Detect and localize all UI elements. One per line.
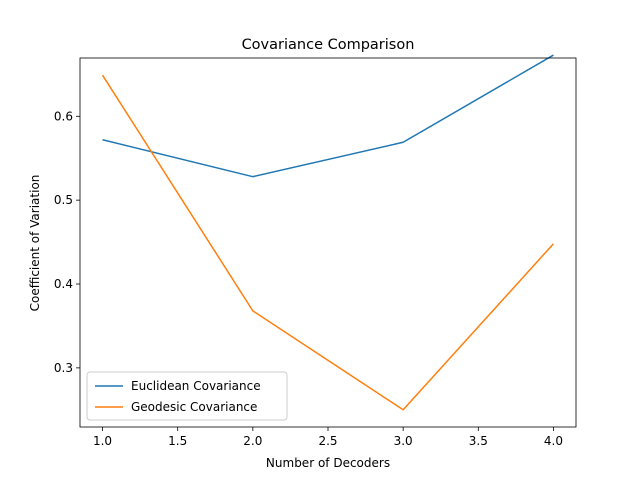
x-tick-label: 3.5 xyxy=(469,434,488,448)
y-tick-label: 0.5 xyxy=(54,193,73,207)
x-tick-label: 1.5 xyxy=(168,434,187,448)
legend-label-geodesic: Geodesic Covariance xyxy=(131,400,257,414)
legend-box xyxy=(86,371,288,421)
series-line-euclidean xyxy=(102,54,554,178)
chart-title: Covariance Comparison xyxy=(242,37,415,53)
x-tick-label: 2.0 xyxy=(243,434,262,448)
series-line-geodesic xyxy=(101,74,555,411)
legend-label-euclidean: Euclidean Covariance xyxy=(131,379,261,393)
y-tick-label: 0.3 xyxy=(54,361,73,375)
x-axis-label: Number of Decoders xyxy=(266,456,390,470)
x-axis-ticks: 1.0 1.5 2.0 2.5 3.0 3.5 4.0 xyxy=(93,427,563,448)
y-axis-ticks: 0.3 0.4 0.5 0.6 xyxy=(54,109,80,375)
x-tick-label: 4.0 xyxy=(544,434,563,448)
x-tick-label: 2.5 xyxy=(318,434,337,448)
y-tick-label: 0.4 xyxy=(54,277,73,291)
y-axis-label: Coefficient of Variation xyxy=(28,175,42,312)
y-tick-label: 0.6 xyxy=(54,109,73,123)
legend: Euclidean Covariance Geodesic Covariance xyxy=(86,371,288,421)
x-tick-label: 1.0 xyxy=(93,434,112,448)
series-layer xyxy=(101,54,555,411)
x-tick-label: 3.0 xyxy=(394,434,413,448)
